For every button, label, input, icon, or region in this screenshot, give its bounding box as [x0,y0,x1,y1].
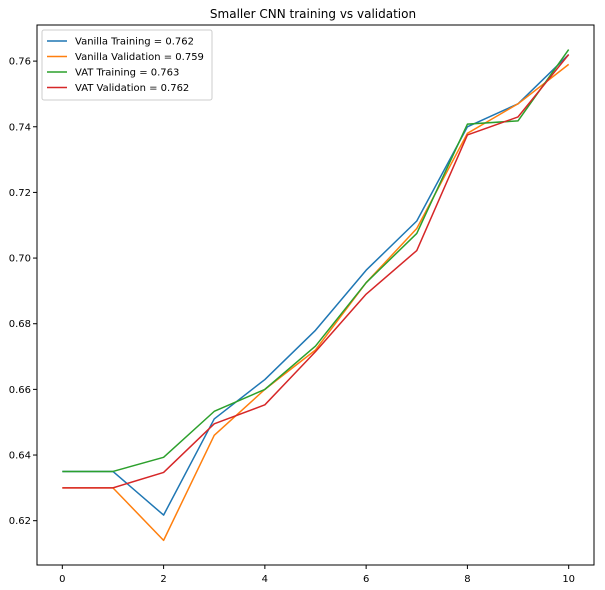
y-tick-label: 0.68 [9,319,31,330]
x-tick-label: 2 [160,574,166,585]
series-layer [62,49,570,542]
legend: Vanilla Training = 0.762 Vanilla Validati… [41,29,213,101]
series-line-3 [62,49,570,473]
legend-label-1: Vanilla Training = 0.762 [75,37,194,48]
plot-area-frame [36,24,595,566]
series-line-4 [62,54,570,489]
x-tick-label: 8 [464,574,470,585]
y-tick-label: 0.70 [9,254,31,265]
y-tick-label: 0.64 [9,451,31,462]
x-tick-label: 10 [562,574,575,585]
x-tick-label: 6 [363,574,369,585]
legend-label-3: VAT Training = 0.763 [75,68,179,79]
chart-title: Smaller CNN training vs validation [210,7,416,21]
y-tick-label: 0.76 [9,57,31,68]
series-line-1 [62,54,570,516]
y-tick-label: 0.72 [9,188,31,199]
x-axis: 0 2 4 6 8 10 [59,565,575,585]
y-tick-label: 0.74 [9,122,31,133]
legend-box [41,29,213,101]
legend-label-2: Vanilla Validation = 0.759 [75,52,204,63]
y-tick-label: 0.62 [9,516,31,527]
x-tick-label: 4 [262,574,268,585]
y-tick-label: 0.66 [9,385,31,396]
x-tick-label: 0 [59,574,65,585]
y-axis: 0.62 0.64 0.66 0.68 0.70 0.72 0.74 0.76 [9,57,37,527]
legend-label-4: VAT Validation = 0.762 [75,83,189,94]
